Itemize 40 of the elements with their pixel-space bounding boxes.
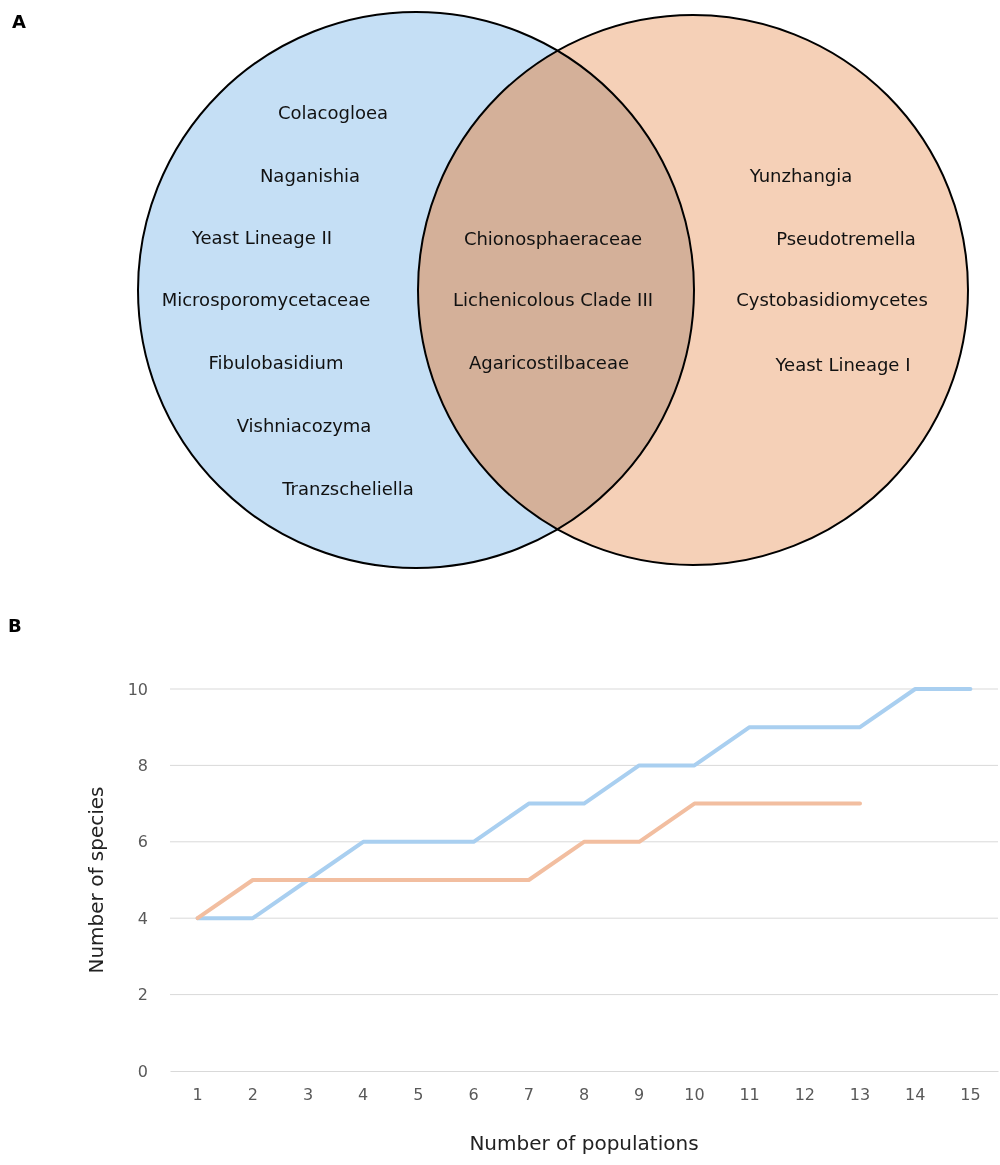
y-tick-label: 10 — [127, 679, 148, 699]
text: B — [8, 615, 22, 636]
text: Chionosphaeraceae — [463, 228, 643, 249]
y-axis-title: Number of species — [84, 786, 108, 974]
x-tick-label: 15 — [960, 1085, 981, 1105]
x-tick-label: 10 — [684, 1085, 705, 1105]
text: Agaricostilbaceae — [468, 352, 630, 373]
x-tick-label: 11 — [739, 1085, 760, 1105]
text: Pseudotremella — [776, 228, 916, 249]
x-tick-label: 8 — [578, 1085, 590, 1105]
text: Naganishia — [259, 165, 361, 186]
text: Yunzhangia — [748, 165, 853, 186]
text: Vishniacozyma — [236, 415, 372, 436]
y-tick-label: 4 — [137, 908, 148, 928]
y-tick-label: 6 — [137, 832, 148, 852]
x-tick-label: 5 — [413, 1085, 424, 1105]
text: Fibulobasidium — [208, 352, 344, 373]
line-series — [195, 801, 862, 921]
x-tick-label: 12 — [794, 1085, 815, 1105]
x-tick-label: 6 — [468, 1085, 479, 1105]
x-tick-label: 4 — [358, 1085, 369, 1105]
x-tick-label: 3 — [302, 1085, 314, 1105]
x-tick-label: 1 — [192, 1085, 203, 1105]
text: Microsporomycetaceae — [161, 289, 371, 310]
x-tick-label: 9 — [634, 1085, 645, 1105]
text: Yeast Lineage II — [190, 227, 333, 248]
y-tick-label: 2 — [137, 985, 148, 1005]
x-axis-title: Number of populations — [469, 1131, 699, 1155]
x-tick-label: 14 — [905, 1085, 926, 1105]
x-tick-label: 13 — [849, 1085, 871, 1105]
text: Colacogloea — [277, 102, 389, 123]
x-tick-label: 2 — [247, 1085, 258, 1105]
y-tick-label: 8 — [137, 756, 148, 776]
text: A — [12, 11, 26, 32]
text: Yeast Lineage I — [774, 354, 911, 375]
text: Lichenicolous Clade III — [453, 289, 653, 310]
y-tick-label: 0 — [137, 1061, 148, 1081]
text: Tranzscheliella — [281, 478, 414, 499]
text: Cystobasidiomycetes — [736, 289, 928, 310]
x-tick-label: 7 — [523, 1085, 534, 1105]
